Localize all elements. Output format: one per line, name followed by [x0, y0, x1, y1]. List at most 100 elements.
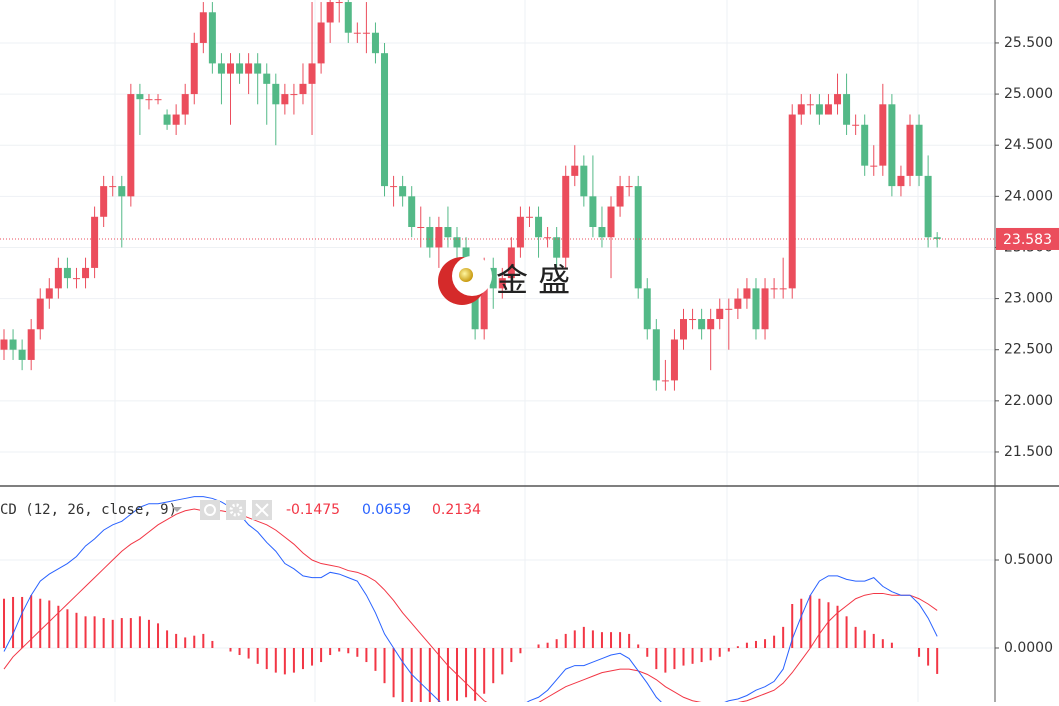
- histogram-bar: [782, 626, 785, 648]
- candle-body: [598, 227, 606, 238]
- histogram-bar: [745, 642, 748, 648]
- histogram-bar: [338, 647, 341, 652]
- candle-body: [72, 278, 80, 280]
- candle-body: [145, 99, 153, 101]
- histogram-bar: [256, 647, 259, 664]
- eye-button[interactable]: [200, 500, 220, 520]
- candle-body: [933, 237, 941, 239]
- y-tick-label: 21.500: [1004, 444, 1053, 460]
- last-price-badge: [996, 227, 1059, 250]
- candle-body: [888, 104, 896, 187]
- histogram-bar: [184, 637, 187, 648]
- candle-body: [317, 22, 325, 64]
- candle-body: [607, 206, 615, 238]
- histogram-bar: [827, 602, 830, 648]
- candle-body: [190, 42, 198, 95]
- histogram-bar: [428, 647, 431, 702]
- candle-body: [689, 319, 697, 321]
- candle-body: [834, 94, 842, 105]
- candle-body: [426, 227, 434, 248]
- candle-body: [680, 319, 687, 340]
- histogram-bar: [356, 647, 359, 657]
- histogram-bar: [492, 647, 495, 684]
- histogram-bar: [129, 618, 132, 648]
- candle-body: [752, 288, 760, 330]
- histogram-bar: [773, 635, 776, 648]
- candle-body: [852, 124, 860, 126]
- y-tick-label: 0.0000: [1004, 640, 1053, 656]
- candle-body: [516, 216, 524, 248]
- candle-body: [843, 94, 851, 125]
- histogram-bar: [691, 647, 694, 664]
- histogram-bar: [655, 647, 658, 670]
- candle-body: [199, 12, 207, 43]
- macd-value: 0.0659: [362, 502, 411, 518]
- indicator-controls[interactable]: [172, 500, 272, 520]
- histogram-bar: [519, 647, 522, 654]
- collapse-arrow[interactable]: [172, 507, 182, 512]
- histogram-bar: [791, 604, 794, 648]
- candle-body: [227, 63, 234, 74]
- candle-body: [725, 308, 733, 310]
- candle-body: [870, 165, 878, 167]
- candle-body: [109, 186, 117, 188]
- histogram-bar: [918, 647, 921, 657]
- candle-body: [670, 339, 678, 381]
- histogram-bar: [682, 647, 685, 666]
- histogram-bar: [3, 598, 5, 648]
- candle-body: [100, 186, 108, 217]
- histogram-bar: [93, 616, 96, 648]
- histogram-bar: [30, 595, 33, 648]
- candle-body: [18, 349, 26, 360]
- histogram-bar: [202, 633, 205, 648]
- histogram-bar: [374, 647, 377, 671]
- candle-body: [580, 165, 588, 197]
- candle-body: [236, 63, 244, 74]
- candle-body: [553, 237, 561, 258]
- histogram-bar: [66, 609, 69, 648]
- histogram-bar: [283, 647, 286, 675]
- candle-body: [707, 319, 715, 330]
- histogram-bar: [700, 647, 703, 663]
- candle-body: [824, 104, 832, 115]
- histogram-bar: [936, 647, 939, 674]
- candle-body: [806, 104, 814, 106]
- candle-body: [163, 114, 171, 125]
- histogram-bar: [211, 640, 214, 648]
- histogram-bar: [365, 647, 368, 663]
- histogram-bar: [157, 623, 160, 648]
- y-tick-label: 23.000: [1004, 291, 1053, 307]
- candle-body: [308, 63, 316, 84]
- candle-body: [335, 2, 343, 4]
- candle-body: [770, 288, 778, 290]
- settings-button[interactable]: [226, 500, 246, 520]
- candle-body: [172, 114, 180, 125]
- candle-body: [36, 298, 44, 330]
- time-grid: [114, 0, 919, 702]
- histogram-bar: [664, 647, 667, 673]
- histogram-bar: [591, 630, 594, 648]
- histogram-bar: [754, 640, 757, 648]
- candle-body: [897, 175, 905, 187]
- candle-body: [263, 73, 271, 84]
- gear-icon: [229, 503, 243, 517]
- candle-body: [344, 2, 352, 33]
- candle-body: [489, 267, 497, 289]
- candle-body: [390, 186, 398, 188]
- candle-body: [924, 175, 932, 238]
- histogram-bar: [166, 630, 169, 648]
- candle-body: [498, 278, 506, 289]
- y-tick-label: 0.5000: [1004, 552, 1053, 568]
- y-tick-label: 22.000: [1004, 393, 1053, 409]
- histogram-bar: [764, 639, 767, 648]
- histogram-bar: [383, 647, 386, 684]
- candle-body: [815, 104, 823, 115]
- candle-body: [698, 319, 706, 330]
- candle-body: [127, 94, 135, 197]
- candle-body: [444, 227, 452, 238]
- histogram-bar: [419, 647, 422, 702]
- histogram-bar: [247, 647, 250, 659]
- histogram-bar: [12, 596, 15, 648]
- candle-body: [9, 339, 17, 350]
